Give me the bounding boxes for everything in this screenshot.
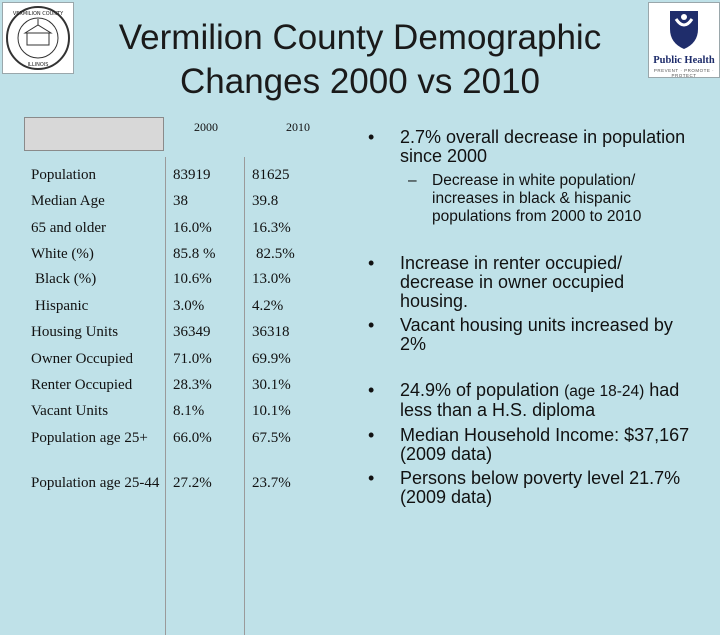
row-label: Hispanic xyxy=(35,298,89,314)
row-label: Vacant Units xyxy=(31,403,109,419)
value-2010: 4.2% xyxy=(252,298,284,314)
bullet-dot: • xyxy=(368,425,375,445)
value-2000: 83919 xyxy=(173,167,211,183)
value-2000: 71.0% xyxy=(173,351,212,367)
county-seal-logo: VERMILION COUNTY ILLINOIS xyxy=(2,2,74,74)
bullet-dot: • xyxy=(368,468,375,488)
bullet-text: Vacant housing units increased by 2% xyxy=(400,315,673,354)
bullet-text-age-range: (age 18-24) xyxy=(564,383,645,400)
value-2010: 23.7% xyxy=(252,475,291,491)
value-2000: 8.1% xyxy=(173,403,205,419)
row-label: Population xyxy=(31,167,97,183)
bullet-text: Median Household Income: $37,167 (2009 d… xyxy=(400,425,690,464)
value-2010: 36318 xyxy=(252,324,290,340)
value-2000: 38 xyxy=(173,193,188,209)
bullet-text-main: 24.9% of population xyxy=(400,380,565,400)
logo-tagline: PREVENT · PROMOTE · PROTECT xyxy=(653,68,715,78)
bullet-dot: • xyxy=(368,315,375,335)
value-2000: 66.0% xyxy=(173,430,212,446)
demographic-table: 2000 2010 Population 83919 81625 Median … xyxy=(24,117,324,635)
row-label: Median Age xyxy=(31,193,105,209)
value-2010: 67.5% xyxy=(252,430,291,446)
bullet-text: Increase in renter occupied/ decrease in… xyxy=(400,253,625,311)
column-header-2000: 2000 xyxy=(194,120,218,134)
column-divider xyxy=(244,157,245,635)
bullet-text: Persons below poverty level 21.7% (2009 … xyxy=(400,468,681,507)
row-label: Housing Units xyxy=(31,324,119,340)
value-2010: 69.9% xyxy=(252,351,291,367)
row-label: Black (%) xyxy=(35,271,97,287)
value-2010: 16.3% xyxy=(252,220,291,236)
value-2010: 30.1% xyxy=(252,377,291,393)
value-2000: 27.2% xyxy=(173,475,212,491)
row-label: Owner Occupied xyxy=(31,351,134,367)
bullet-dot: • xyxy=(368,380,375,400)
value-2010: 13.0% xyxy=(252,271,291,287)
value-2000: 85.8 % xyxy=(173,246,216,262)
sub-bullet-text: Decrease in white population/ increases … xyxy=(432,172,642,225)
seal-bottom-text: ILLINOIS xyxy=(28,62,49,68)
sub-bullet-dash: – xyxy=(408,172,417,189)
column-divider xyxy=(165,157,166,635)
bullet-dot: • xyxy=(368,253,375,273)
column-header-2010: 2010 xyxy=(286,120,310,134)
bullet-dot: • xyxy=(368,127,375,147)
row-label: Population age 25-44 xyxy=(31,475,160,491)
value-2000: 10.6% xyxy=(173,271,212,287)
value-2000: 3.0% xyxy=(173,298,205,314)
value-2010: 10.1% xyxy=(252,403,291,419)
row-label: White (%) xyxy=(31,246,94,262)
row-label: 65 and older xyxy=(31,220,106,236)
bullet-text: 2.7% overall decrease in population sinc… xyxy=(400,127,686,166)
row-label: Population age 25+ xyxy=(31,430,148,446)
value-2010: 39.8 xyxy=(252,193,279,209)
value-2010: 82.5% xyxy=(256,246,295,262)
bullet-text-rest: had less than a H.S. diploma xyxy=(400,380,680,420)
seal-top-text: VERMILION COUNTY xyxy=(13,11,64,17)
row-label: Renter Occupied xyxy=(31,377,133,393)
logo-name: Public Health xyxy=(653,55,715,66)
value-2000: 16.0% xyxy=(173,220,212,236)
value-2000: 36349 xyxy=(173,324,211,340)
value-2010: 81625 xyxy=(252,167,290,183)
slide-title: Vermilion County Demographic Changes 200… xyxy=(118,18,602,101)
table-header-blank-cell xyxy=(24,117,164,151)
bullet-text: 24.9% of population (age 18-24) had less… xyxy=(400,381,700,420)
public-health-logo: Public Health PREVENT · PROMOTE · PROTEC… xyxy=(648,2,720,78)
value-2000: 28.3% xyxy=(173,377,212,393)
